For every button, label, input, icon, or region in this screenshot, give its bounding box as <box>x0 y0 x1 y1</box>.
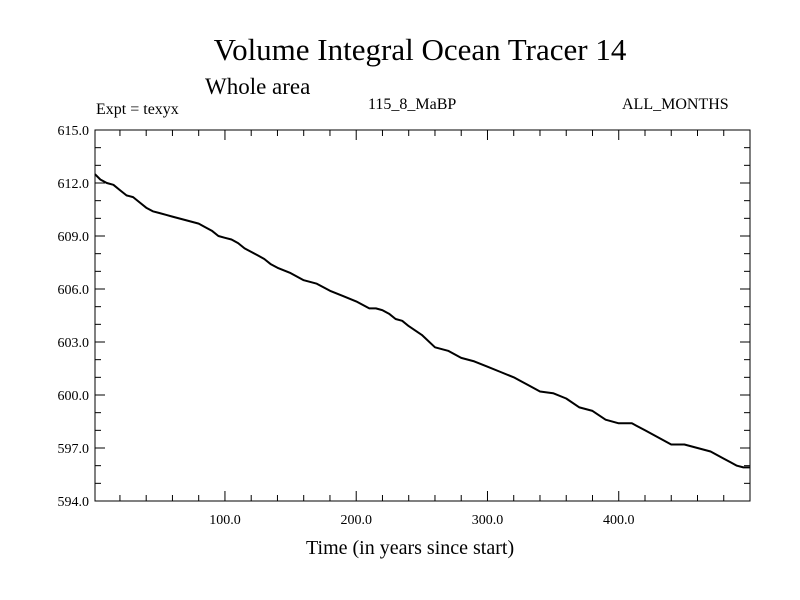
experiment-label: Expt = texyx <box>96 101 179 118</box>
x-tick-label: 400.0 <box>603 513 635 528</box>
x-tick-label: 100.0 <box>209 513 241 528</box>
run-label: 115_8_MaBP <box>368 96 457 113</box>
period-label: ALL_MONTHS <box>622 96 729 113</box>
y-tick-label: 600.0 <box>58 389 90 404</box>
y-tick-label: 594.0 <box>58 495 90 510</box>
tick-labels: 100.0 200.0 300.0 400.0 594.0 597.0 600.0 603.0… <box>58 124 635 528</box>
plot-frame <box>94 129 751 502</box>
y-tick-label: 597.0 <box>58 442 90 457</box>
chart-title: Volume Integral Ocean Tracer 14 <box>213 32 627 67</box>
y-tick-label: 615.0 <box>58 124 90 139</box>
y-tick-label: 603.0 <box>58 336 90 351</box>
y-tick-label: 612.0 <box>58 177 90 192</box>
y-tick-label: 606.0 <box>58 283 90 298</box>
x-tick-label: 300.0 <box>472 513 504 528</box>
x-tick-label: 200.0 <box>340 513 372 528</box>
chart-subtitle: Whole area <box>205 74 311 99</box>
y-tick-label: 609.0 <box>58 230 90 245</box>
axis-ticks <box>95 130 750 501</box>
x-axis-label: Time (in years since start) <box>306 537 515 559</box>
series-line <box>94 173 750 469</box>
